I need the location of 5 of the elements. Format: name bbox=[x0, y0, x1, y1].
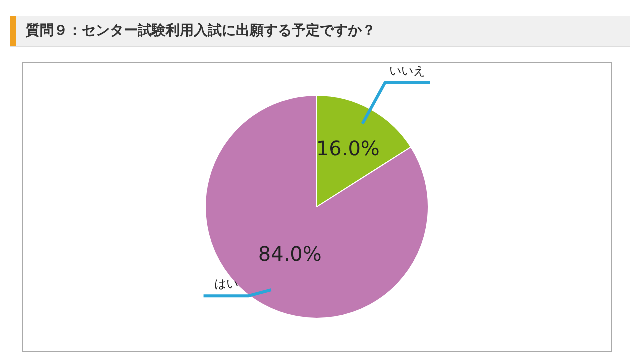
data-label: 16.0% bbox=[316, 136, 380, 161]
chart-title: 質問９：センター試験利用入試に出願する予定ですか？ bbox=[26, 22, 376, 40]
slice-label: はい bbox=[214, 277, 238, 292]
slice-label: いいえ bbox=[390, 64, 426, 78]
data-label: 84.0% bbox=[258, 242, 322, 266]
